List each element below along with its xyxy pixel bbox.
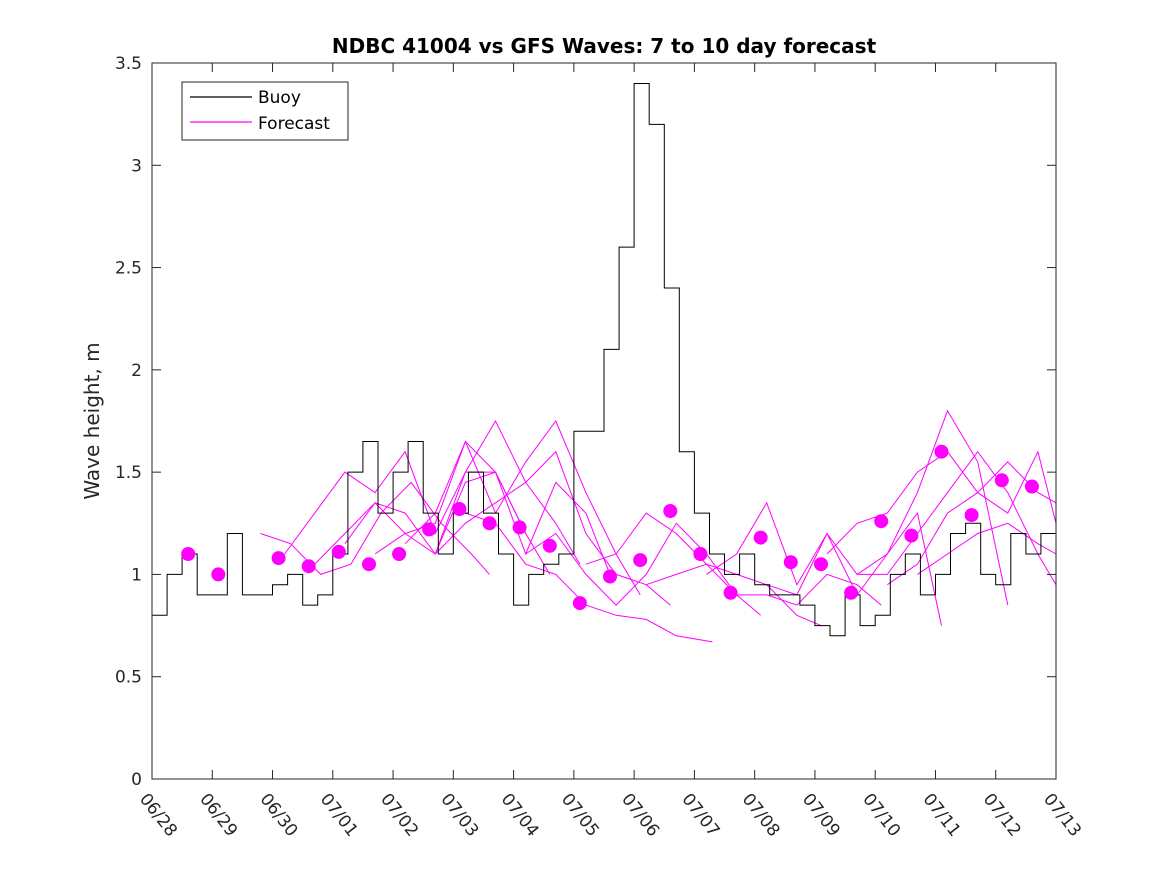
forecast-point [994,473,1009,488]
y-tick-label: 2.5 [115,259,142,279]
forecast-line [374,440,611,575]
forecast-line [646,563,882,606]
legend: Buoy Forecast [181,81,349,141]
forecast-point [663,504,678,518]
y-tick-label: 0.5 [115,668,142,688]
forecast-point [452,502,467,516]
forecast-point [693,547,708,561]
y-axis-label: Wave height, m [80,342,104,499]
legend-box [181,81,349,141]
forecast-point [362,557,376,572]
forecast-point [181,547,196,561]
forecast-point [723,585,738,600]
y-tick-label: 1.5 [115,463,142,483]
forecast-line [887,461,1057,586]
forecast-point [301,559,316,574]
forecast-point [844,585,859,600]
forecast-point [542,538,557,553]
forecast-point [874,514,889,529]
forecast-line [525,522,762,616]
y-tick-label: 1 [131,565,142,585]
forecast-line [857,450,1057,585]
y-axis: 0 0.5 1 1.5 2 2.5 3 3.5 [115,54,1056,790]
forecast-point [572,596,587,611]
forecast-point [1024,479,1039,494]
forecast-point [814,557,828,572]
axes-box [151,62,1057,780]
forecast-point [753,530,768,545]
forecast-line [404,419,641,596]
forecast-point [482,516,497,531]
y-tick-label: 3.5 [115,54,142,74]
forecast-point [783,555,798,570]
forecast-line [766,409,1009,606]
forecast-point [512,520,527,535]
forecast-point [211,567,226,582]
legend-buoy-label: Buoy [258,88,301,108]
forecast-point [904,528,919,543]
forecast-line [284,450,527,555]
y-tick-label: 3 [131,156,142,176]
forecast-point [392,547,407,561]
forecast-point [271,551,286,566]
forecast-point [964,508,979,523]
buoy-line [152,83,1056,637]
chart-title: NDBC 41004 vs GFS Waves: 7 to 10 day for… [332,34,877,58]
forecast-point [633,553,648,568]
y-tick-label: 0 [131,770,142,790]
forecast-point [422,522,437,537]
legend-forecast-label: Forecast [258,114,330,134]
y-tick-label: 2 [131,361,142,381]
forecast-point [331,544,346,559]
forecast-point [934,444,949,459]
forecast-point [603,569,617,584]
forecast-line [344,419,581,565]
plot-area [152,83,1057,643]
